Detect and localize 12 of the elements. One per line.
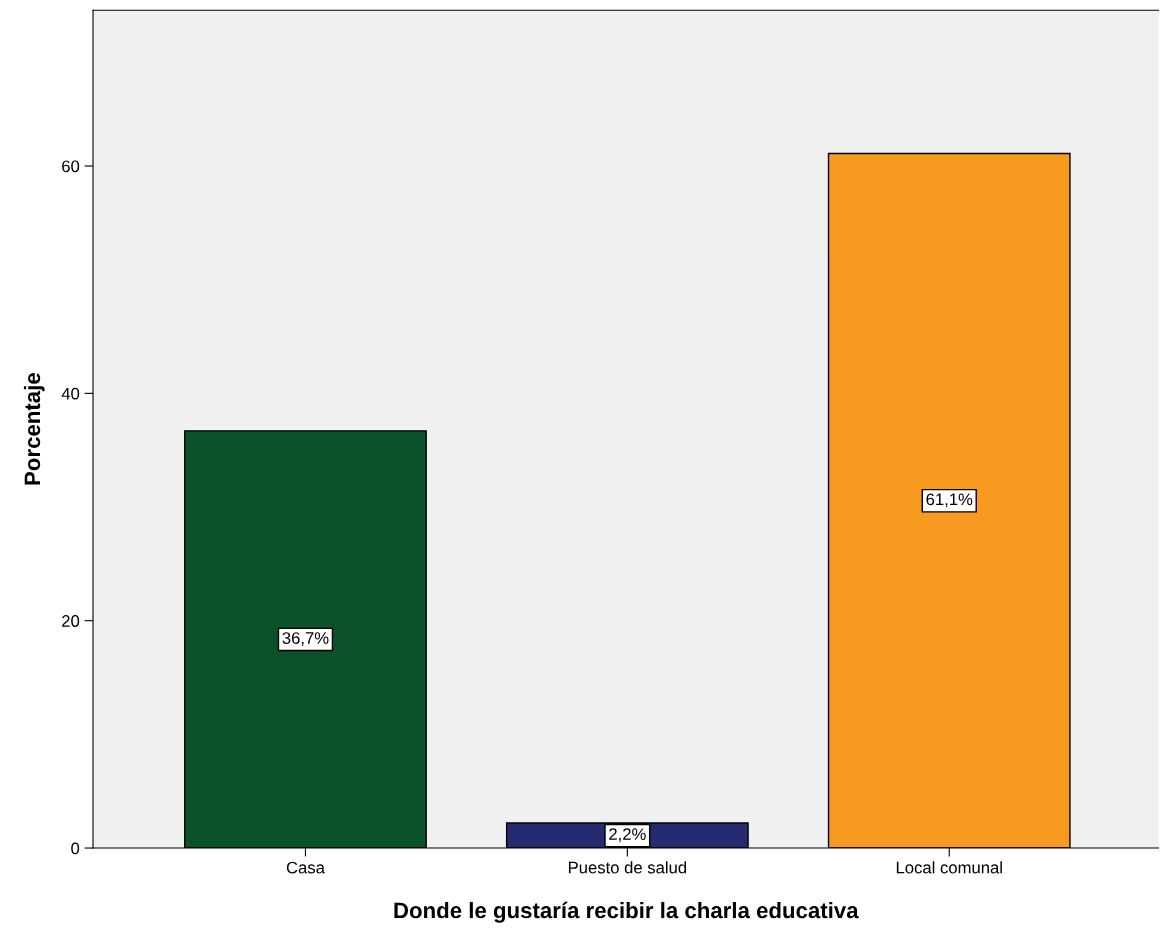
x-axis-title: Donde le gustaría recibir la charla educativa <box>394 901 859 923</box>
y-tick-label: 40 <box>61 387 80 400</box>
data-label: 61,1% <box>926 493 973 508</box>
x-tick-label: Local comunal <box>896 861 1002 874</box>
y-tick-label: 0 <box>71 842 80 855</box>
y-axis-title: Porcentaje <box>23 373 45 485</box>
y-tick-label: 20 <box>62 615 80 627</box>
data-label: 2,2% <box>609 828 646 842</box>
x-tick-label: Puesto de salud <box>568 861 687 874</box>
y-tick-label: 60 <box>62 160 80 173</box>
x-tick-label: Casa <box>286 861 325 874</box>
data-label: 36,7% <box>282 632 329 646</box>
